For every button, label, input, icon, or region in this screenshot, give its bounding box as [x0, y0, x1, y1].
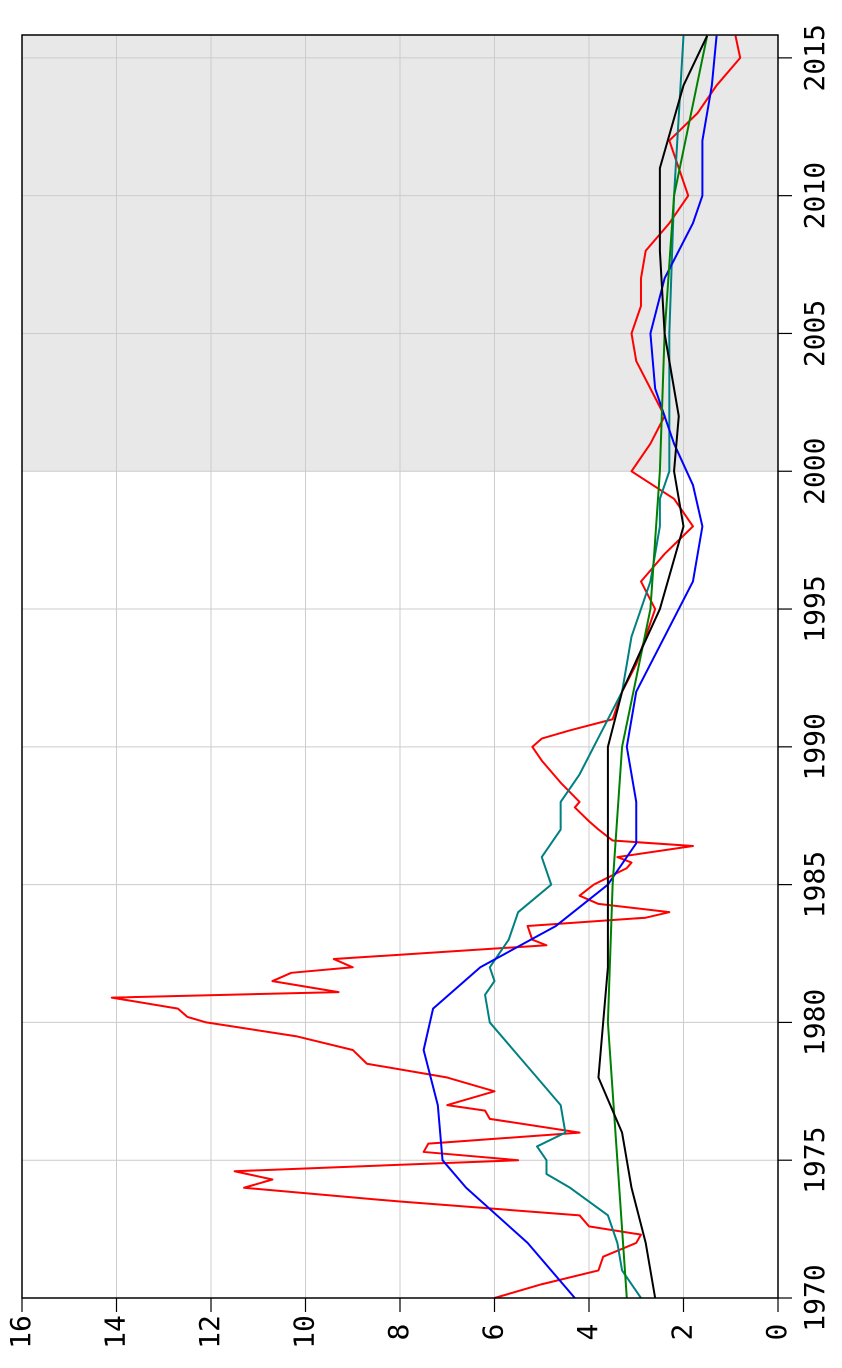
x-tick-label: 2005: [798, 300, 831, 367]
y-tick-label: 6: [477, 1324, 510, 1341]
x-tick-label: 1975: [798, 1126, 831, 1193]
x-tick-label: 1970: [798, 1264, 831, 1331]
series-line: [484, 35, 685, 1299]
series-line: [606, 35, 709, 1299]
series-line: [597, 35, 709, 1299]
series-line: [422, 35, 718, 1299]
y-tick-label: 10: [288, 1315, 321, 1349]
x-tick-label: 1980: [798, 989, 831, 1056]
y-tick-label: 12: [193, 1315, 226, 1349]
y-tick-label: 2: [666, 1324, 699, 1341]
x-tick-label: 2010: [798, 162, 831, 229]
x-tick-label: 2015: [798, 24, 831, 91]
y-tick-label: 8: [382, 1324, 415, 1341]
y-tick-label: 14: [99, 1315, 132, 1349]
plot-border: [21, 34, 779, 1299]
series-line: [110, 35, 742, 1299]
x-tick-label: 1990: [798, 713, 831, 780]
y-tick-label: 0: [760, 1324, 793, 1341]
x-tick-label: 2000: [798, 438, 831, 505]
y-tick-label: 4: [571, 1324, 604, 1341]
y-tick-label: 16: [4, 1315, 37, 1349]
x-tick-label: 1995: [798, 575, 831, 642]
x-tick-label: 1985: [798, 851, 831, 918]
